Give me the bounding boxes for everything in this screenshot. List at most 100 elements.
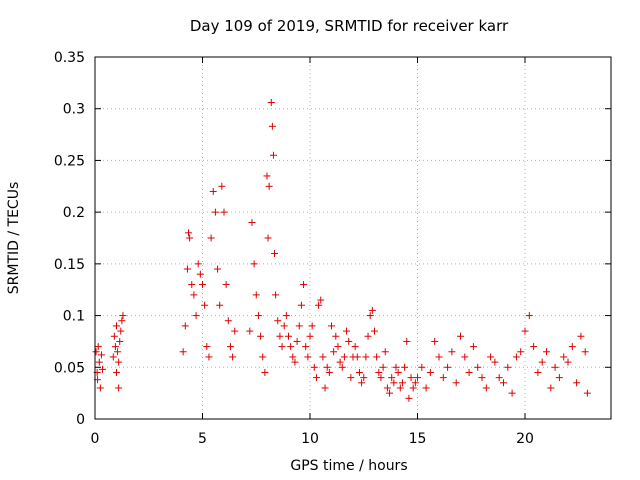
data-point bbox=[325, 368, 333, 376]
data-point bbox=[551, 363, 559, 371]
y-tick-label: 0 bbox=[76, 412, 85, 428]
data-point bbox=[448, 348, 456, 356]
data-point bbox=[109, 353, 117, 361]
data-point bbox=[386, 389, 394, 397]
data-point bbox=[360, 374, 368, 382]
data-point bbox=[291, 358, 299, 366]
x-tick-label: 0 bbox=[91, 431, 100, 447]
data-point bbox=[465, 368, 473, 376]
y-tick-label: 0.2 bbox=[63, 205, 85, 221]
y-tick-label: 0.15 bbox=[54, 257, 85, 273]
data-point bbox=[377, 374, 385, 382]
data-point bbox=[543, 348, 550, 356]
data-point bbox=[113, 368, 120, 376]
data-point bbox=[317, 296, 325, 304]
data-point bbox=[469, 343, 477, 351]
data-point bbox=[214, 265, 222, 273]
data-point bbox=[362, 353, 370, 361]
data-point bbox=[381, 348, 389, 356]
data-point bbox=[355, 368, 363, 376]
data-point bbox=[534, 368, 542, 376]
x-axis-label: GPS time / hours bbox=[290, 458, 407, 474]
data-point bbox=[508, 389, 516, 397]
data-point bbox=[310, 363, 318, 371]
data-point bbox=[118, 317, 126, 325]
data-point bbox=[338, 363, 346, 371]
data-point bbox=[375, 368, 383, 376]
data-point bbox=[330, 348, 338, 356]
data-point bbox=[254, 312, 262, 320]
chart-title: Day 109 of 2019, SRMTID for receiver kar… bbox=[190, 17, 509, 35]
data-point bbox=[521, 327, 529, 335]
x-tick-label: 20 bbox=[516, 431, 534, 447]
data-point bbox=[491, 358, 499, 366]
x-tick-label: 15 bbox=[409, 431, 427, 447]
data-point bbox=[568, 343, 576, 351]
data-point bbox=[287, 343, 295, 351]
data-point bbox=[392, 363, 400, 371]
data-point bbox=[199, 281, 206, 289]
data-point bbox=[517, 348, 525, 356]
data-point bbox=[409, 384, 417, 392]
data-point bbox=[396, 384, 404, 392]
data-point bbox=[353, 353, 361, 361]
data-point bbox=[222, 281, 230, 289]
data-point bbox=[185, 229, 193, 237]
data-point bbox=[302, 343, 310, 351]
data-point bbox=[500, 379, 507, 387]
plot-area bbox=[94, 56, 612, 420]
data-point bbox=[110, 332, 118, 340]
data-point bbox=[119, 312, 127, 320]
data-point bbox=[216, 301, 224, 309]
data-point bbox=[229, 353, 237, 361]
grid bbox=[95, 57, 611, 419]
data-point bbox=[371, 327, 378, 335]
data-point bbox=[418, 363, 426, 371]
data-point bbox=[114, 348, 122, 356]
data-point bbox=[268, 122, 276, 130]
data-point bbox=[390, 379, 398, 387]
data-point bbox=[482, 384, 490, 392]
data-point bbox=[285, 332, 292, 340]
data-point bbox=[203, 343, 211, 351]
data-point bbox=[267, 99, 275, 107]
data-point bbox=[209, 187, 217, 195]
data-point bbox=[265, 182, 273, 190]
data-points bbox=[92, 99, 591, 402]
data-point bbox=[188, 281, 196, 289]
data-point bbox=[401, 363, 409, 371]
data-point bbox=[347, 374, 355, 382]
data-point bbox=[116, 337, 124, 345]
data-point bbox=[293, 337, 301, 345]
data-point bbox=[218, 182, 226, 190]
data-point bbox=[368, 306, 376, 314]
data-point bbox=[304, 353, 312, 361]
y-tick-label: 0.05 bbox=[54, 360, 85, 376]
data-point bbox=[319, 353, 327, 361]
data-point bbox=[315, 301, 323, 309]
data-point bbox=[364, 332, 372, 340]
data-point bbox=[274, 317, 282, 325]
data-point bbox=[201, 301, 209, 309]
x-tick-label: 10 bbox=[301, 431, 319, 447]
data-point bbox=[272, 291, 280, 299]
data-point bbox=[190, 291, 198, 299]
ticks: 0 0.05 0.1 0.15 0.2 0.25 0.3 0.35 0 5 10 15 20 bbox=[54, 50, 611, 447]
data-point bbox=[345, 337, 353, 345]
data-point bbox=[269, 151, 277, 159]
data-point bbox=[186, 234, 194, 242]
data-point bbox=[248, 218, 256, 226]
data-point bbox=[261, 368, 269, 376]
data-point bbox=[538, 358, 546, 366]
data-point bbox=[95, 358, 103, 366]
data-point bbox=[231, 327, 239, 335]
data-point bbox=[461, 353, 469, 361]
data-point bbox=[478, 374, 486, 382]
data-point bbox=[366, 312, 374, 320]
data-point bbox=[487, 353, 495, 361]
data-point bbox=[92, 348, 100, 356]
data-point bbox=[452, 379, 460, 387]
data-point bbox=[224, 317, 232, 325]
data-point bbox=[422, 384, 430, 392]
